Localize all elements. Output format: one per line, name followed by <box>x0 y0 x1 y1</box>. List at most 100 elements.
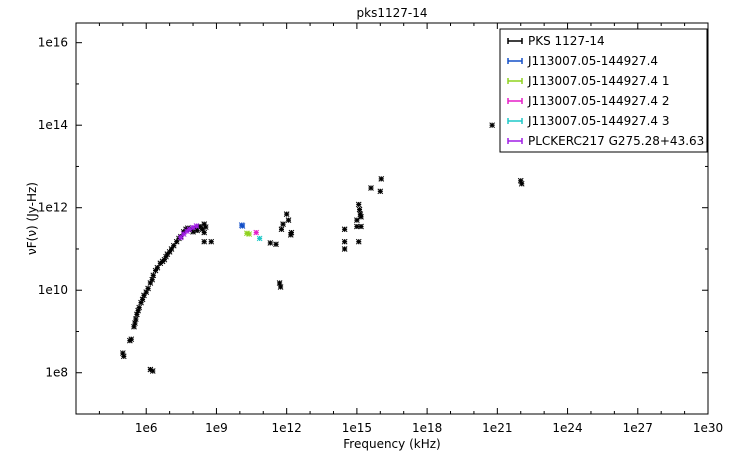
data-point <box>119 350 126 356</box>
marker-dstroke <box>202 224 209 230</box>
legend-label: J113007.05-144927.4 1 <box>527 74 669 88</box>
data-point <box>149 276 156 283</box>
legend-item: PLCKERC217 G275.28+43.63 <box>507 134 704 148</box>
marker-dstroke <box>341 238 348 245</box>
marker-dstroke <box>378 176 385 182</box>
x-tick-label: 1e15 <box>342 421 372 435</box>
y-tick-label: 1e16 <box>38 36 68 50</box>
data-point <box>355 201 362 208</box>
data-point <box>239 223 246 229</box>
chart-title: pks1127-14 <box>357 6 428 20</box>
marker-dstroke <box>358 214 364 220</box>
data-point <box>170 242 177 249</box>
legend-item: PKS 1127-14 <box>507 34 605 48</box>
data-points <box>119 122 525 374</box>
data-point <box>341 246 348 252</box>
data-point <box>287 231 294 238</box>
marker-dstroke <box>132 316 139 322</box>
x-tick-label: 1e24 <box>552 421 582 435</box>
marker-dstroke <box>355 238 362 245</box>
series-4 <box>253 229 260 236</box>
data-point <box>267 240 274 246</box>
marker-dstroke <box>119 350 126 356</box>
series-5 <box>256 235 263 242</box>
data-point <box>283 211 290 217</box>
x-tick-label: 1e21 <box>482 421 512 435</box>
y-tick-label: 1e8 <box>45 366 68 380</box>
marker-dstroke <box>208 238 215 245</box>
marker-dstroke <box>277 284 284 290</box>
marker-dstroke <box>280 221 286 227</box>
data-point <box>201 238 208 245</box>
data-point <box>201 229 208 236</box>
marker-dstroke <box>149 368 156 374</box>
marker-dstroke <box>354 217 360 223</box>
marker-dstroke <box>147 366 154 373</box>
x-tick-label: 1e27 <box>623 421 653 435</box>
marker-dstroke <box>132 320 138 326</box>
legend-label: J113007.05-144927.4 3 <box>527 114 669 128</box>
data-point <box>150 272 157 279</box>
legend-item: J113007.05-144927.4 1 <box>507 74 669 88</box>
data-point <box>134 311 140 318</box>
data-point <box>194 227 201 234</box>
data-point <box>154 264 161 271</box>
legend-label: PKS 1127-14 <box>528 34 605 48</box>
marker-dstroke <box>194 227 201 234</box>
series-1 <box>119 122 525 374</box>
marker-dstroke <box>285 217 292 223</box>
data-point <box>273 241 279 248</box>
series-6 <box>177 223 200 241</box>
data-point <box>354 223 360 230</box>
x-tick-label: 1e12 <box>272 421 302 435</box>
marker-dstroke <box>154 264 161 271</box>
marker-dstroke <box>201 221 208 227</box>
legend-item: J113007.05-144927.4 <box>507 54 658 68</box>
data-point <box>356 206 363 213</box>
marker-dstroke <box>150 272 157 279</box>
marker-dstroke <box>239 223 246 229</box>
x-tick-label: 1e18 <box>412 421 442 435</box>
marker-dstroke <box>170 242 177 249</box>
series-3 <box>244 230 253 237</box>
x-tick-label: 1e30 <box>693 421 723 435</box>
marker-dstroke <box>253 229 260 236</box>
legend-item: J113007.05-144927.4 2 <box>507 94 669 108</box>
marker-dstroke <box>145 285 151 292</box>
marker-dstroke <box>120 353 127 360</box>
marker-dstroke <box>489 122 495 129</box>
x-axis: 1e6 1e9 1e12 1e15 1e18 1e21 1e24 1e27 1e30 <box>75 23 723 435</box>
marker-dstroke <box>356 206 363 213</box>
data-point <box>208 238 215 245</box>
data-point <box>518 180 525 187</box>
data-point <box>246 231 253 237</box>
data-point <box>120 353 127 360</box>
y-tick-label: 1e14 <box>38 118 68 132</box>
legend-label: J113007.05-144927.4 <box>527 54 658 68</box>
data-point <box>378 176 385 182</box>
marker-dstroke <box>267 240 274 246</box>
marker-dstroke <box>136 304 143 311</box>
marker-dstroke <box>354 223 360 230</box>
data-point <box>354 217 360 223</box>
marker-dstroke <box>193 223 200 229</box>
data-point <box>377 188 384 195</box>
marker-dstroke <box>246 231 253 237</box>
data-point <box>145 285 151 292</box>
legend-item: J113007.05-144927.4 3 <box>507 114 669 128</box>
y-tick-label: 1e12 <box>38 201 68 215</box>
y-axis: 1e8 1e10 1e12 1e14 1e16 <box>38 36 708 415</box>
series-2 <box>238 222 246 229</box>
marker-dstroke <box>283 211 290 217</box>
legend-label: PLCKERC217 G275.28+43.63 <box>528 134 704 148</box>
legend-label: J113007.05-144927.4 2 <box>527 94 669 108</box>
marker-dstroke <box>341 246 348 252</box>
data-point <box>358 223 364 230</box>
data-point <box>132 316 139 322</box>
marker-dstroke <box>278 226 285 233</box>
marker-dstroke <box>128 336 135 343</box>
marker-dstroke <box>256 235 263 242</box>
data-point <box>131 323 137 330</box>
marker-dstroke <box>287 231 294 238</box>
